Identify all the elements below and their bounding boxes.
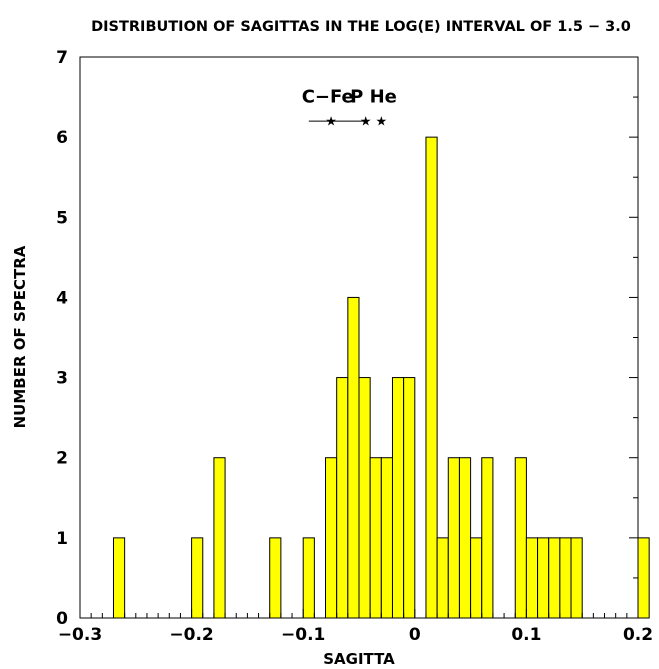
p-he-label: P He xyxy=(350,87,397,108)
histogram-bar xyxy=(548,537,561,619)
histogram-bar xyxy=(436,537,449,619)
y-tick-label: 2 xyxy=(56,449,68,469)
y-tick-label: 7 xyxy=(56,48,68,68)
c-fe-star-marker: ★ xyxy=(325,115,337,130)
histogram-bar xyxy=(637,537,650,619)
x-tick-label: −0.1 xyxy=(281,625,325,645)
histogram-bar xyxy=(336,377,349,619)
x-tick-label: 0.2 xyxy=(623,625,653,645)
histogram-bar xyxy=(369,457,382,619)
histogram-bar xyxy=(403,377,416,619)
x-tick-label: −0.3 xyxy=(58,625,102,645)
histogram-bar xyxy=(380,457,393,619)
histogram-bar xyxy=(213,457,226,619)
x-tick-label: 0.1 xyxy=(511,625,541,645)
p-he-star-marker: ★ xyxy=(375,115,387,130)
x-tick-label: 0 xyxy=(409,625,421,645)
histogram-bar xyxy=(447,457,460,619)
chart-title: DISTRIBUTION OF SAGITTAS IN THE LOG(E) I… xyxy=(91,19,631,35)
histogram-bar xyxy=(570,537,583,619)
histogram-bar xyxy=(537,537,550,619)
y-tick-label: 5 xyxy=(56,208,68,228)
histogram-bar xyxy=(269,537,282,619)
histogram-bar xyxy=(425,136,438,619)
y-axis-label: NUMBER OF SPECTRA xyxy=(11,245,29,428)
histogram-bar xyxy=(458,457,472,619)
histogram-bar xyxy=(302,537,315,619)
histogram-bar xyxy=(191,537,204,619)
c-fe-label: C−Fe xyxy=(302,87,354,108)
x-axis-label: SAGITTA xyxy=(323,650,395,668)
y-tick-label: 3 xyxy=(56,369,68,389)
histogram-bar xyxy=(481,457,494,619)
y-tick-label: 6 xyxy=(56,128,68,148)
y-tick-label: 1 xyxy=(56,529,68,549)
p-he-star-marker: ★ xyxy=(360,115,372,130)
y-tick-label: 0 xyxy=(56,609,68,629)
histogram-bars xyxy=(112,136,650,619)
x-tick-label: −0.2 xyxy=(169,625,213,645)
histogram-bar xyxy=(525,537,539,619)
histogram-bar xyxy=(559,537,572,619)
histogram-bar xyxy=(358,377,371,619)
axis-ticks xyxy=(79,56,639,619)
histogram-bar xyxy=(470,537,483,619)
y-tick-label: 4 xyxy=(56,288,68,308)
histogram-bar xyxy=(514,457,527,619)
composition-annotation: ★ ★ ★C−FeP He xyxy=(302,87,397,130)
histogram-bar xyxy=(347,296,360,619)
histogram-bar xyxy=(325,457,338,619)
axis-tick-labels: −0.3 −0.2 −0.1 0 0.1 0.2 0 1 2 3 4 5 6 7 xyxy=(56,48,653,645)
histogram-bar xyxy=(112,537,126,619)
histogram-bar xyxy=(391,377,405,619)
